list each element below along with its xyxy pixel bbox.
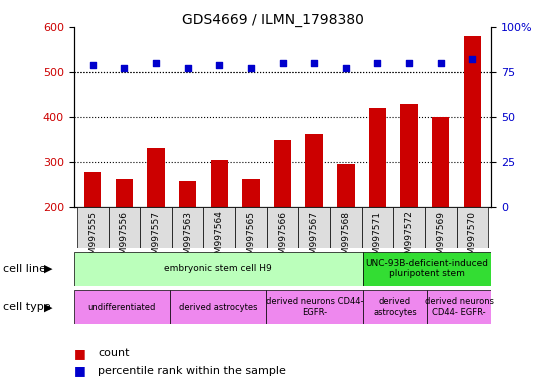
Point (88, 62, 97, 68)
Text: percentile rank within the sample: percentile rank within the sample (98, 366, 286, 376)
Text: GSM997566: GSM997566 (278, 210, 287, 266)
Point (247, 65, 256, 71)
Text: GSM997557: GSM997557 (151, 210, 161, 266)
Bar (400, 104, 418, 298)
Text: GSM997569: GSM997569 (436, 210, 446, 266)
Bar (361, 207, 393, 248)
Bar (298, 207, 330, 248)
Text: embryonic stem cell H9: embryonic stem cell H9 (164, 264, 272, 273)
Point (120, 65, 129, 71)
Bar (116, 179, 133, 298)
Bar (140, 207, 172, 248)
Bar (464, 36, 481, 298)
Text: GSM997563: GSM997563 (183, 210, 192, 266)
Bar (363, 290, 427, 324)
Bar (274, 140, 291, 298)
Text: GDS4669 / ILMN_1798380: GDS4669 / ILMN_1798380 (182, 13, 364, 27)
Text: GSM997571: GSM997571 (373, 210, 382, 266)
Bar (204, 207, 235, 248)
Text: ▶: ▶ (44, 264, 52, 274)
Text: GSM997567: GSM997567 (310, 210, 319, 266)
Bar (393, 207, 425, 248)
Point (405, 60, 413, 66)
Text: GSM997570: GSM997570 (468, 210, 477, 266)
Bar (266, 290, 363, 324)
Bar (84, 172, 102, 298)
Bar (330, 207, 361, 248)
Point (310, 60, 318, 66)
Point (373, 60, 382, 66)
Bar (337, 164, 354, 298)
Text: GSM997564: GSM997564 (215, 210, 224, 265)
Text: cell type: cell type (3, 302, 50, 312)
Bar (306, 134, 323, 298)
Bar (170, 290, 266, 324)
Bar (242, 179, 259, 298)
Point (436, 60, 445, 66)
Bar (369, 108, 386, 298)
Bar (267, 207, 298, 248)
Text: ■: ■ (74, 347, 86, 360)
Point (215, 62, 224, 68)
Point (183, 65, 192, 71)
Bar (74, 290, 170, 324)
Bar (77, 207, 109, 248)
Bar (109, 207, 140, 248)
Text: GSM997572: GSM997572 (405, 210, 414, 265)
Bar (74, 252, 363, 286)
Bar (456, 207, 488, 248)
Text: derived astrocytes: derived astrocytes (179, 303, 258, 312)
Bar (172, 207, 204, 248)
Point (152, 60, 161, 66)
Text: UNC-93B-deficient-induced
pluripotent stem: UNC-93B-deficient-induced pluripotent st… (366, 259, 489, 278)
Text: GSM997568: GSM997568 (341, 210, 351, 266)
Point (341, 65, 350, 71)
Bar (235, 207, 267, 248)
Text: derived neurons CD44-
EGFR-: derived neurons CD44- EGFR- (266, 298, 364, 317)
Text: count: count (98, 348, 130, 358)
Bar (211, 160, 228, 298)
Text: derived neurons
CD44- EGFR-: derived neurons CD44- EGFR- (425, 298, 494, 317)
Text: GSM997565: GSM997565 (246, 210, 256, 266)
Point (468, 56, 477, 63)
Bar (147, 148, 165, 298)
Text: ■: ■ (74, 364, 86, 377)
Bar (432, 117, 449, 298)
Text: derived
astrocytes: derived astrocytes (373, 298, 417, 317)
Text: ▶: ▶ (44, 302, 52, 312)
Text: GSM997555: GSM997555 (88, 210, 97, 266)
Bar (425, 207, 456, 248)
Bar (179, 181, 197, 298)
Text: undifferentiated: undifferentiated (88, 303, 156, 312)
Point (278, 60, 287, 66)
Text: GSM997556: GSM997556 (120, 210, 129, 266)
Text: cell line: cell line (3, 264, 46, 274)
Bar (427, 290, 491, 324)
Bar (363, 252, 491, 286)
